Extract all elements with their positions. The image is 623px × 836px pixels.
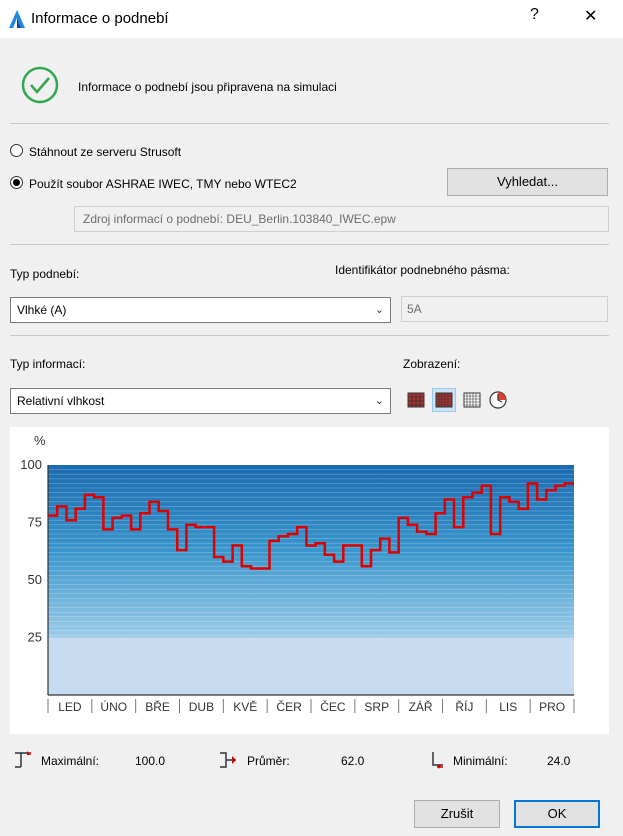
plot-band-high: [48, 465, 574, 638]
radio-download[interactable]: [10, 144, 23, 157]
divider: [10, 123, 609, 124]
x-tick-label: SRP: [364, 700, 389, 714]
max-value: 100.0: [135, 754, 166, 768]
info-type-label: Typ informací:: [10, 357, 86, 371]
humidity-chart: % 100 75 50 25 LED ÚNO BŘE DUB KVĚ ČER ČEC SRP ZÁŘ ŘÍJ…: [10, 427, 609, 734]
hourly-grid-icon: [463, 392, 481, 408]
zone-id-label: Identifikátor podnebného pásma:: [335, 263, 510, 277]
window-title: Informace o podnebí: [31, 10, 169, 27]
view-hourly-button[interactable]: [462, 390, 482, 410]
zone-id-field: 5A: [401, 296, 608, 322]
help-button[interactable]: ?: [530, 6, 539, 23]
weekly-average-line: [48, 482, 574, 570]
max-value-icon: [15, 751, 31, 768]
max-label: Maximální:: [41, 754, 100, 768]
radio-file-label[interactable]: Použít soubor ASHRAE IWEC, TMY nebo WTEC…: [29, 177, 297, 191]
y-tick-label: 100: [20, 457, 42, 472]
average-label: Průměr:: [247, 754, 290, 768]
view-monthly-button[interactable]: [406, 390, 426, 410]
radio-file[interactable]: [10, 176, 23, 189]
average-value-icon: [220, 752, 236, 768]
file-path-field: Zdroj informací o podnebí: DEU_Berlin.10…: [74, 206, 609, 232]
average-value: 62.0: [341, 754, 365, 768]
daily-grid-icon: [435, 392, 453, 408]
x-tick-label: LIS: [499, 700, 517, 714]
chevron-down-icon: ⌄: [374, 304, 384, 316]
view-daily-button[interactable]: [432, 388, 456, 412]
y-axis-label: %: [34, 433, 46, 448]
view-label: Zobrazení:: [403, 357, 461, 371]
x-tick-label: KVĚ: [233, 699, 257, 714]
archicad-app-icon: [9, 10, 25, 28]
x-tick-label: DUB: [189, 700, 214, 714]
ok-button[interactable]: OK: [514, 800, 600, 828]
view-clock-button[interactable]: [488, 390, 508, 410]
x-tick-label: ÚNO: [100, 699, 127, 714]
check-circle-icon: [21, 66, 59, 104]
divider: [10, 335, 609, 336]
plot-band-low: [48, 637, 574, 695]
x-tick-label: ČER: [276, 699, 302, 714]
min-value-icon: [432, 752, 443, 769]
y-tick-label: 75: [28, 515, 42, 530]
x-tick-label: ŘÍJ: [455, 699, 473, 714]
min-label: Minimální:: [453, 754, 508, 768]
y-tick-label: 50: [28, 572, 42, 587]
chart-svg: % 100 75 50 25 LED ÚNO BŘE DUB KVĚ ČER ČEC SRP ZÁŘ ŘÍJ…: [20, 433, 575, 714]
divider: [10, 244, 609, 245]
status-message: Informace o podnebí jsou připravena na s…: [78, 80, 337, 94]
x-tick-label: BŘE: [145, 699, 170, 714]
min-value: 24.0: [547, 754, 571, 768]
radio-download-label[interactable]: Stáhnout ze serveru Strusoft: [29, 145, 182, 159]
y-tick-label: 25: [28, 630, 42, 645]
browse-button[interactable]: Vyhledat...: [447, 168, 608, 196]
chevron-down-icon: ⌄: [374, 395, 384, 407]
info-type-select[interactable]: Relativní vlhkost ⌄: [10, 388, 391, 414]
x-tick-label: LED: [58, 700, 82, 714]
clock-chart-icon: [489, 391, 507, 409]
climate-type-value: Vlhké (A): [17, 303, 67, 317]
close-button[interactable]: ✕: [584, 8, 598, 25]
x-tick-label: ZÁŘ: [409, 699, 433, 714]
info-type-value: Relativní vlhkost: [17, 394, 105, 408]
x-tick-label: PRO: [539, 700, 565, 714]
title-bar: Informace o podnebí ? ✕: [0, 0, 623, 38]
climate-type-select[interactable]: Vlhké (A) ⌄: [10, 297, 391, 323]
monthly-grid-icon: [407, 392, 425, 408]
x-tick-label: ČEC: [320, 699, 346, 714]
cancel-button[interactable]: Zrušit: [414, 800, 500, 828]
climate-type-label: Typ podnebí:: [10, 267, 80, 281]
